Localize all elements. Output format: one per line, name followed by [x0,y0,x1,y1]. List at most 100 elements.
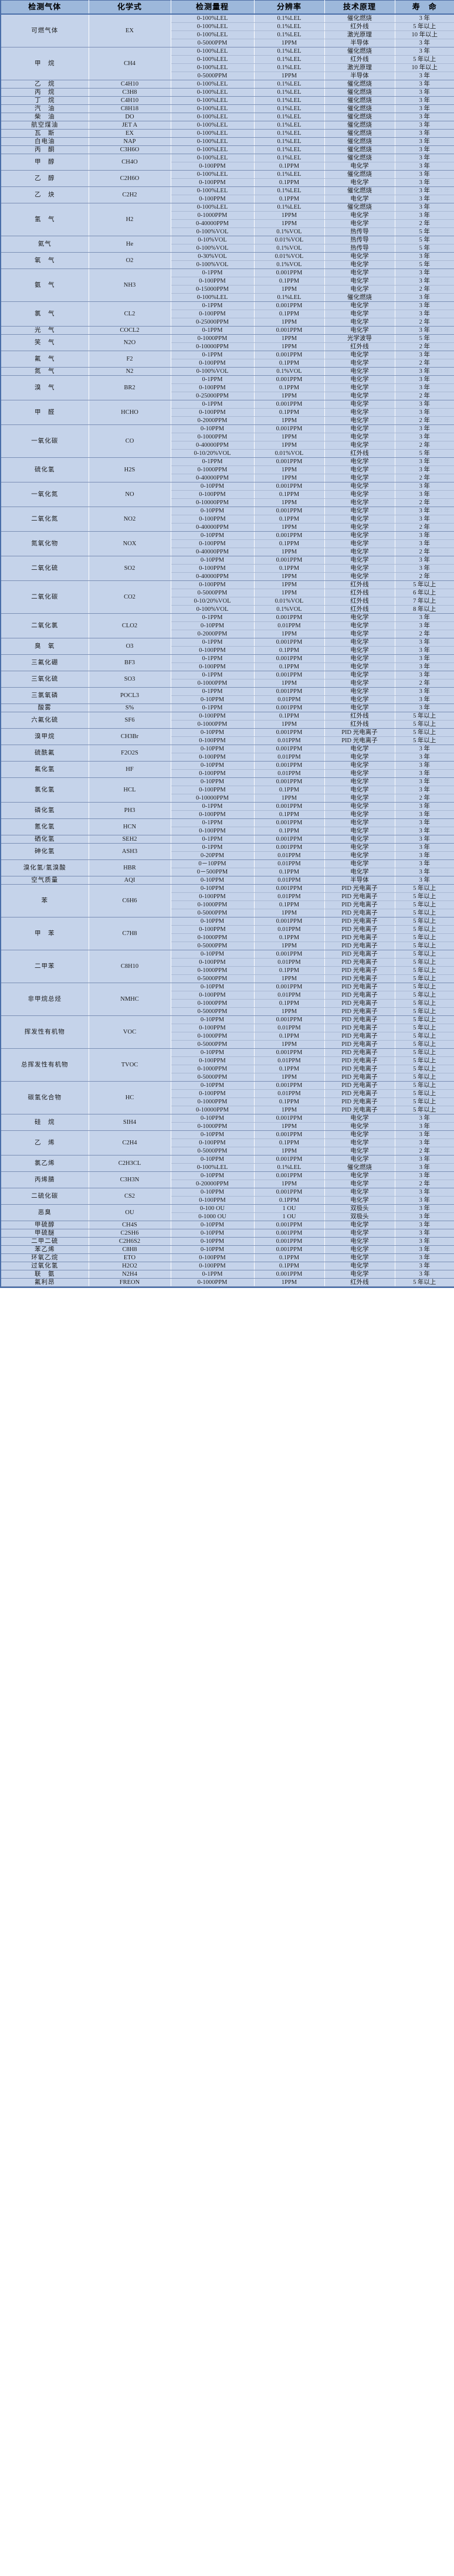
detection-range-cell: 0-100%LEL [170,293,255,302]
detection-range-cell: 0-100PPM [170,580,255,589]
lifespan-cell: 5 年以上 [394,900,454,909]
chemical-formula-cell: SIH4 [88,1114,171,1131]
table-row: 二氧化碳 CO2 0-100PPM 1PPM 红外线 5 年以上 [0,580,454,614]
resolution-cell: 0.1%LEL [253,14,325,23]
lifespan-cell: 3 年 [394,876,454,885]
resolution-cell: 0.1PPM [253,712,325,721]
table-row: 0-15000PPM 1PPM 电化学 2 年 [1,285,454,294]
technology-cell: 电化学 [324,1245,395,1254]
detection-range-cell: 0-1PPM [170,835,255,844]
detection-range-cell: 0-10PPM [170,1130,255,1139]
technology-cell: 电化学 [324,679,395,688]
detection-range-cell: 0-5000PPM [170,909,255,917]
chemical-formula-cell: C2H4 [88,1130,171,1156]
chemical-formula-cell: C4H10 [88,96,171,105]
detection-range-cell: 0-100PPM [170,310,255,318]
table-row: 苯 C6H6 0-10PPM 0.001PPM PID 光电离子 5 年以上 [0,884,454,917]
technology-cell: 电化学 [324,818,395,827]
technology-cell: 电化学 [324,301,395,310]
technology-cell: 电化学 [324,646,395,655]
resolution-cell: 0.01%VOL [253,449,325,458]
resolution-cell: 0.001PPM [253,1130,325,1139]
lifespan-cell: 3 年 [394,1253,454,1262]
table-row: 0-1000 OU 1 OU 双极头 3 年 [1,1212,454,1221]
lifespan-cell: 5 年以上 [394,1048,454,1057]
table-row: 乙 烯 C2H4 0-10PPM 0.001PPM 电化学 3 年 [0,1130,454,1156]
resolution-cell: 1PPM [253,1180,325,1188]
technology-cell: PID 光电离子 [324,1056,395,1065]
chemical-formula-cell: PH3 [88,802,171,819]
chemical-formula-cell: SEH2 [88,835,171,844]
technology-cell: PID 光电离子 [324,900,395,909]
table-row: 氨 气 NH3 0-1PPM 0.001PPM 电化学 3 年 [0,269,454,302]
technology-cell: 电化学 [324,695,395,704]
table-row: 0-1000PPM 0.1PPM PID 光电离子 5 年以上 [1,999,454,1008]
lifespan-cell: 3 年 [394,80,454,89]
table-row: 0-40000PPM 1PPM 电化学 2 年 [1,219,454,228]
gas-name-cell: 碳氢化合物 [0,1081,89,1114]
resolution-cell: 0.01PPM [253,859,325,868]
technology-cell: 电化学 [324,277,395,286]
gas-name-cell: 丁 烷 [0,96,89,105]
chemical-formula-cell: SO3 [88,671,171,688]
technology-cell: 电化学 [324,827,395,835]
column-header-life: 寿 命 [394,0,454,15]
table-row: 甲硫醚 C2SH6 0-10PPM 0.001PPM 电化学 3 年 [0,1229,454,1238]
gas-name-cell: 二甲二硫 [0,1237,89,1246]
technology-cell: 电化学 [324,548,395,556]
technology-cell: 电化学 [324,810,395,819]
table-row: 0-100PPM 0.1PPM 电化学 3 年 [1,539,454,548]
resolution-cell: 0.001PPM [253,400,325,409]
lifespan-cell: 5 年以上 [394,720,454,729]
resolution-cell: 0.1%VOL [253,244,325,253]
gas-name-cell: 氟化氢 [0,761,89,778]
table-row: 丁 烷 C4H10 0-100%LEL 0.1%LEL 催化燃烧 3 年 [0,96,454,105]
technology-cell: PID 光电离子 [324,1097,395,1106]
table-row: 0-100PPM 0.1PPM 电化学 3 年 [1,178,454,187]
resolution-cell: 0.01PPM [253,925,325,934]
detection-range-cell: 0-1PPM [170,1270,255,1279]
technology-cell: PID 光电离子 [324,999,395,1008]
table-row: 0-100PPM 0.1PPM 电化学 3 年 [1,646,454,655]
technology-cell: 热传导 [324,244,395,253]
detection-range-cell: 0-10PPM [170,728,255,737]
detection-range-cell: 0-1PPM [170,269,255,277]
technology-cell: 电化学 [324,457,395,466]
lifespan-cell: 3 年 [394,1237,454,1246]
lifespan-cell: 2 年 [394,1180,454,1188]
chemical-formula-cell: CH4O [88,154,171,171]
chemical-formula-cell: NMHC [88,983,171,1016]
resolution-cell: 0.01PPM [253,1056,325,1065]
chemical-formula-cell: TVOC [88,1048,171,1082]
lifespan-cell: 5 年以上 [394,736,454,745]
technology-cell: 电化学 [324,662,395,671]
technology-cell: 电化学 [324,1237,395,1246]
lifespan-cell: 2 年 [394,498,454,507]
detection-range-cell: 0-40000PPM [170,572,255,581]
resolution-cell: 0.001PPM [253,1237,325,1246]
technology-cell: 电化学 [324,507,395,515]
resolution-cell: 0.1PPM [253,662,325,671]
table-row: 0-100PPM 0.1PPM 电化学 3 年 [1,195,454,203]
technology-cell: 红外线 [324,22,395,31]
resolution-cell: 0.1%LEL [253,145,325,154]
lifespan-cell: 3 年 [394,810,454,819]
table-row: 0-100PPM 0.1PPM 电化学 2 年 [1,359,454,368]
table-row: 甲 烷 CH4 0-100%LEL 0.1%LEL 催化燃烧 3 年 [0,47,454,80]
chemical-formula-cell: SO2 [88,556,171,581]
lifespan-cell: 3 年 [394,72,454,80]
lifespan-cell: 5 年 [394,449,454,458]
resolution-cell: 0.1PPM [253,383,325,392]
lifespan-cell: 3 年 [394,1139,454,1147]
table-row: 笑 气 N2O 0-1000PPM 1PPM 光学波导 5 年 [0,334,454,351]
gas-name-cell: 氟 气 [0,351,89,368]
detection-range-cell: 0-1000PPM [170,1097,255,1106]
technology-cell: 催化燃烧 [324,121,395,130]
lifespan-cell: 3 年 [394,408,454,417]
resolution-cell: 0.1%LEL [253,63,325,72]
resolution-cell: 0.001PPM [253,1015,325,1024]
resolution-cell: 1PPM [253,465,325,474]
lifespan-cell: 3 年 [394,835,454,844]
technology-cell: 红外线 [324,720,395,729]
table-row: 0-100%VOL 0.1%VOL 红外线 8 年以上 [1,605,454,614]
